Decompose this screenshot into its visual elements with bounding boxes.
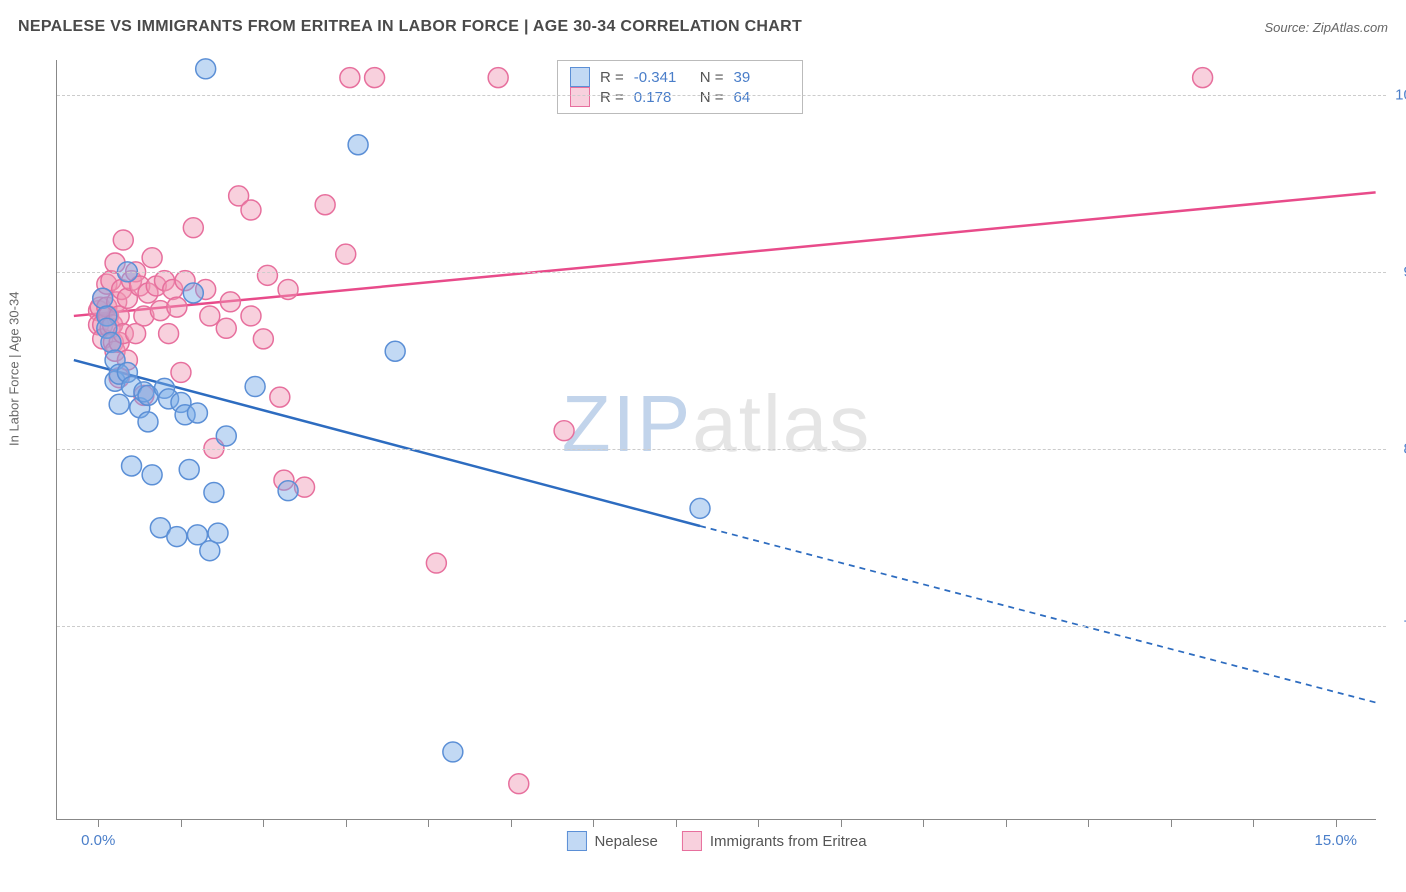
x-tick-label: 0.0% <box>81 832 115 849</box>
x-tick <box>511 819 512 827</box>
data-point-eritrea <box>241 200 261 220</box>
legend-item-nepalese: Nepalese <box>566 831 657 851</box>
y-axis-label: In Labor Force | Age 30-34 <box>7 292 22 446</box>
x-tick <box>1171 819 1172 827</box>
data-point-eritrea <box>253 329 273 349</box>
data-point-nepalese <box>443 742 463 762</box>
legend-stats-row-nepalese: R = -0.341 N = 39 <box>570 67 790 87</box>
title-row: NEPALESE VS IMMIGRANTS FROM ERITREA IN L… <box>18 18 1388 36</box>
gridline <box>57 449 1386 450</box>
legend-item-eritrea: Immigrants from Eritrea <box>682 831 867 851</box>
data-point-nepalese <box>101 332 121 352</box>
data-point-eritrea <box>200 306 220 326</box>
data-point-nepalese <box>109 394 129 414</box>
data-point-nepalese <box>179 460 199 480</box>
legend-swatch-eritrea <box>570 87 590 107</box>
data-point-eritrea <box>340 68 360 88</box>
data-point-nepalese <box>278 481 298 501</box>
data-point-eritrea <box>257 265 277 285</box>
gridline <box>57 626 1386 627</box>
data-point-nepalese <box>216 426 236 446</box>
data-point-eritrea <box>365 68 385 88</box>
x-tick <box>923 819 924 827</box>
data-point-nepalese <box>93 288 113 308</box>
source-attribution: Source: ZipAtlas.com <box>1264 20 1388 35</box>
legend-swatch-nepalese <box>570 67 590 87</box>
data-point-eritrea <box>509 774 529 794</box>
legend-r-value: 0.178 <box>634 89 690 106</box>
data-point-nepalese <box>204 482 224 502</box>
data-point-eritrea <box>1193 68 1213 88</box>
data-point-nepalese <box>196 59 216 79</box>
scatter-plot-svg <box>57 60 1376 819</box>
x-tick <box>1006 819 1007 827</box>
data-point-nepalese <box>142 465 162 485</box>
legend-stats-box: R = -0.341 N = 39 R = 0.178 N = 64 <box>557 60 803 114</box>
legend-n-value: 64 <box>734 89 790 106</box>
chart-title: NEPALESE VS IMMIGRANTS FROM ERITREA IN L… <box>18 18 802 36</box>
legend-n-label: N = <box>700 89 724 106</box>
data-point-nepalese <box>187 403 207 423</box>
data-point-eritrea <box>113 230 133 250</box>
x-tick <box>676 819 677 827</box>
data-point-nepalese <box>690 498 710 518</box>
data-point-eritrea <box>167 297 187 317</box>
x-tick <box>346 819 347 827</box>
legend-swatch-nepalese <box>566 831 586 851</box>
legend-swatch-eritrea <box>682 831 702 851</box>
data-point-eritrea <box>336 244 356 264</box>
x-tick <box>428 819 429 827</box>
legend-n-label: N = <box>700 69 724 86</box>
data-point-eritrea <box>315 195 335 215</box>
gridline <box>57 95 1386 96</box>
legend-series: Nepalese Immigrants from Eritrea <box>566 831 866 851</box>
chart-container: NEPALESE VS IMMIGRANTS FROM ERITREA IN L… <box>0 0 1406 892</box>
data-point-eritrea <box>171 362 191 382</box>
x-tick <box>1088 819 1089 827</box>
gridline <box>57 272 1386 273</box>
data-point-eritrea <box>183 218 203 238</box>
data-point-nepalese <box>385 341 405 361</box>
data-point-eritrea <box>216 318 236 338</box>
data-point-eritrea <box>554 421 574 441</box>
legend-n-value: 39 <box>734 69 790 86</box>
data-point-nepalese <box>167 527 187 547</box>
plot-area: ZIPatlas R = -0.341N = 39R = 0.178N = 64… <box>56 60 1376 820</box>
data-point-eritrea <box>278 279 298 299</box>
x-tick <box>593 819 594 827</box>
legend-r-label: R = <box>600 69 624 86</box>
data-point-eritrea <box>488 68 508 88</box>
x-tick <box>1336 819 1337 827</box>
legend-stats-row-eritrea: R = 0.178 N = 64 <box>570 87 790 107</box>
x-tick <box>181 819 182 827</box>
x-tick <box>98 819 99 827</box>
legend-series-name: Immigrants from Eritrea <box>710 833 867 850</box>
legend-r-label: R = <box>600 89 624 106</box>
data-point-nepalese <box>208 523 228 543</box>
data-point-nepalese <box>122 456 142 476</box>
data-point-eritrea <box>241 306 261 326</box>
legend-series-name: Nepalese <box>594 833 657 850</box>
data-point-eritrea <box>426 553 446 573</box>
data-point-nepalese <box>138 412 158 432</box>
regression-line-eritrea <box>74 192 1376 316</box>
regression-line-extrapolated-nepalese <box>700 526 1376 703</box>
data-point-eritrea <box>142 248 162 268</box>
x-tick-label: 15.0% <box>1314 832 1357 849</box>
x-tick <box>758 819 759 827</box>
x-tick <box>841 819 842 827</box>
data-point-nepalese <box>348 135 368 155</box>
data-point-eritrea <box>220 292 240 312</box>
data-point-eritrea <box>159 324 179 344</box>
data-point-eritrea <box>270 387 290 407</box>
data-point-nepalese <box>245 377 265 397</box>
x-tick <box>1253 819 1254 827</box>
y-tick-label: 100.0% <box>1395 87 1406 104</box>
data-point-nepalese <box>183 283 203 303</box>
x-tick <box>263 819 264 827</box>
legend-r-value: -0.341 <box>634 69 690 86</box>
